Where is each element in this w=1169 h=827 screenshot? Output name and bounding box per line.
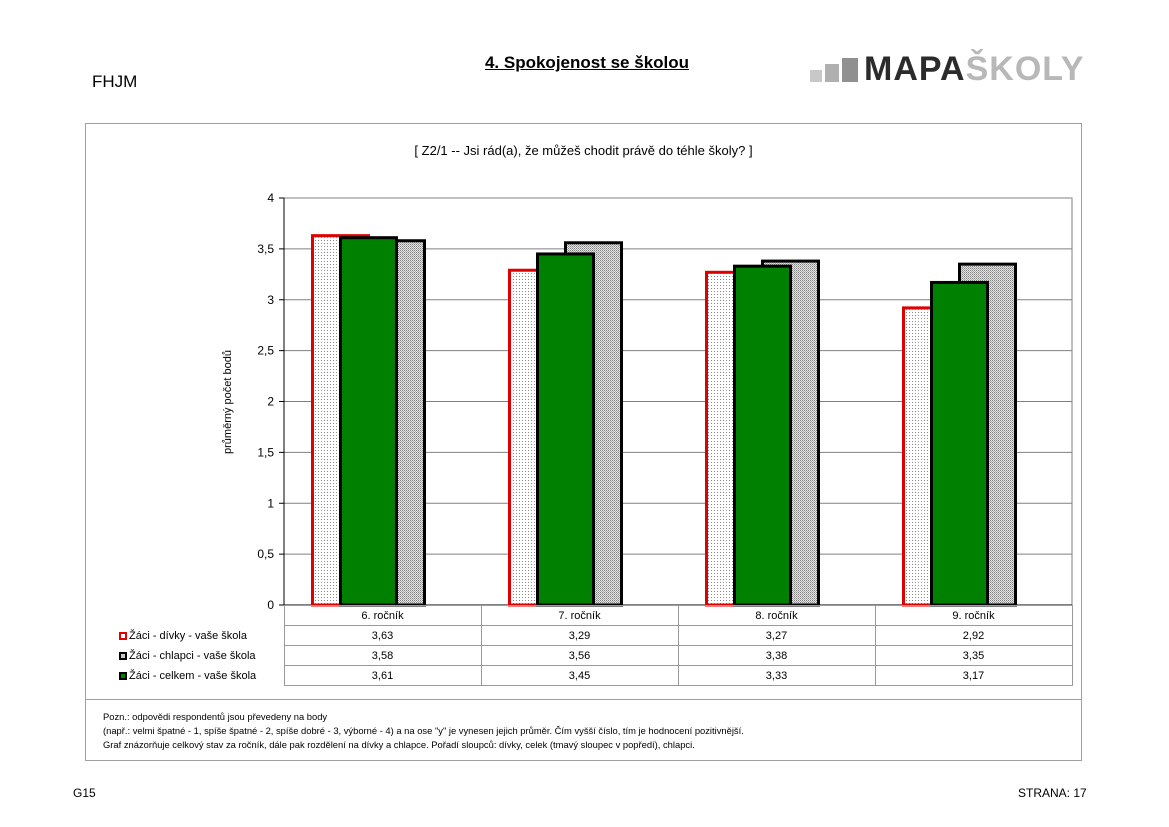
category-label: 6. ročník xyxy=(283,605,482,626)
table-corner xyxy=(115,606,284,626)
table-row: Žáci - dívky - vaše škola 3,63 3,29 3,27… xyxy=(115,625,1073,646)
category-label: 8. ročník xyxy=(677,605,876,626)
category-label: 9. ročník xyxy=(874,605,1073,626)
data-label: 3,17 xyxy=(874,665,1073,686)
y-tick-label: 1,5 xyxy=(257,445,274,459)
bar xyxy=(536,252,595,607)
data-label: 3,45 xyxy=(480,665,679,686)
legend-label: Žáci - chlapci - vaše škola xyxy=(129,649,256,662)
data-label: 3,63 xyxy=(283,625,482,646)
legend-key-icon xyxy=(119,671,127,680)
data-label: 3,27 xyxy=(677,625,876,646)
y-tick-label: 2,5 xyxy=(257,344,274,358)
data-label: 3,33 xyxy=(677,665,876,686)
bar-layer xyxy=(311,234,1017,607)
category-label: 7. ročník xyxy=(480,605,679,626)
logo-square-icon xyxy=(810,70,822,82)
table-header-row: 6. ročník 7. ročník 8. ročník 9. ročník xyxy=(115,605,1073,626)
bar xyxy=(930,280,989,607)
data-label: 2,92 xyxy=(874,625,1073,646)
note-line: Pozn.: odpovědi respondentů jsou převede… xyxy=(103,711,328,722)
note-line: Graf znázorňuje celkový stav za ročník, … xyxy=(103,739,695,750)
page-title: 4. Spokojenost se školou xyxy=(484,53,690,72)
chart-title: [ Z2/1 -- Jsi rád(a), že můžeš chodit pr… xyxy=(414,143,753,158)
table-row: Žáci - chlapci - vaše škola 3,58 3,56 3,… xyxy=(115,645,1073,666)
note-line: (např.: velmi špatné - 1, spíše špatné -… xyxy=(103,725,744,736)
y-tick-label: 3 xyxy=(267,293,274,307)
y-tick-label: 2 xyxy=(267,395,274,409)
legend-label: Žáci - celkem - vaše škola xyxy=(129,669,257,682)
y-tick-label: 1 xyxy=(267,496,274,510)
footer-code: G15 xyxy=(73,786,96,800)
data-label: 3,38 xyxy=(677,645,876,666)
data-table: 6. ročník 7. ročník 8. ročník 9. ročník … xyxy=(115,605,1073,686)
data-label: 3,61 xyxy=(283,665,482,686)
legend-label: Žáci - dívky - vaše škola xyxy=(129,629,247,642)
legend-entry: Žáci - celkem - vaše škola xyxy=(115,666,284,686)
data-label: 3,29 xyxy=(480,625,679,646)
notes-divider xyxy=(85,699,1082,700)
y-tick-label: 4 xyxy=(267,191,274,205)
data-label: 3,58 xyxy=(283,645,482,666)
y-tick-label: 0,5 xyxy=(257,547,274,561)
bar xyxy=(339,236,398,607)
legend-key-icon xyxy=(119,651,127,660)
data-label: 3,35 xyxy=(874,645,1073,666)
y-tick-label: 3,5 xyxy=(257,242,274,256)
mapa-skoly-logo: MAPAŠKOLY xyxy=(810,50,1084,92)
logo-text-dark: MAPA xyxy=(864,50,966,88)
legend-entry: Žáci - chlapci - vaše škola xyxy=(115,646,284,666)
page-number: STRANA: 17 xyxy=(1018,786,1087,800)
logo-square-icon xyxy=(825,64,839,82)
logo-square-icon xyxy=(842,58,858,82)
y-tick-label: 0 xyxy=(267,598,274,612)
school-code: FHJM xyxy=(92,72,138,91)
notes: Pozn.: odpovědi respondentů jsou převede… xyxy=(103,710,744,752)
table-row: Žáci - celkem - vaše škola 3,61 3,45 3,3… xyxy=(115,665,1073,686)
legend-key-icon xyxy=(119,631,127,640)
data-label: 3,56 xyxy=(480,645,679,666)
bar xyxy=(733,264,792,607)
logo-text-light: ŠKOLY xyxy=(965,50,1085,88)
chart-frame xyxy=(85,123,1082,761)
legend-entry: Žáci - dívky - vaše škola xyxy=(115,626,284,646)
